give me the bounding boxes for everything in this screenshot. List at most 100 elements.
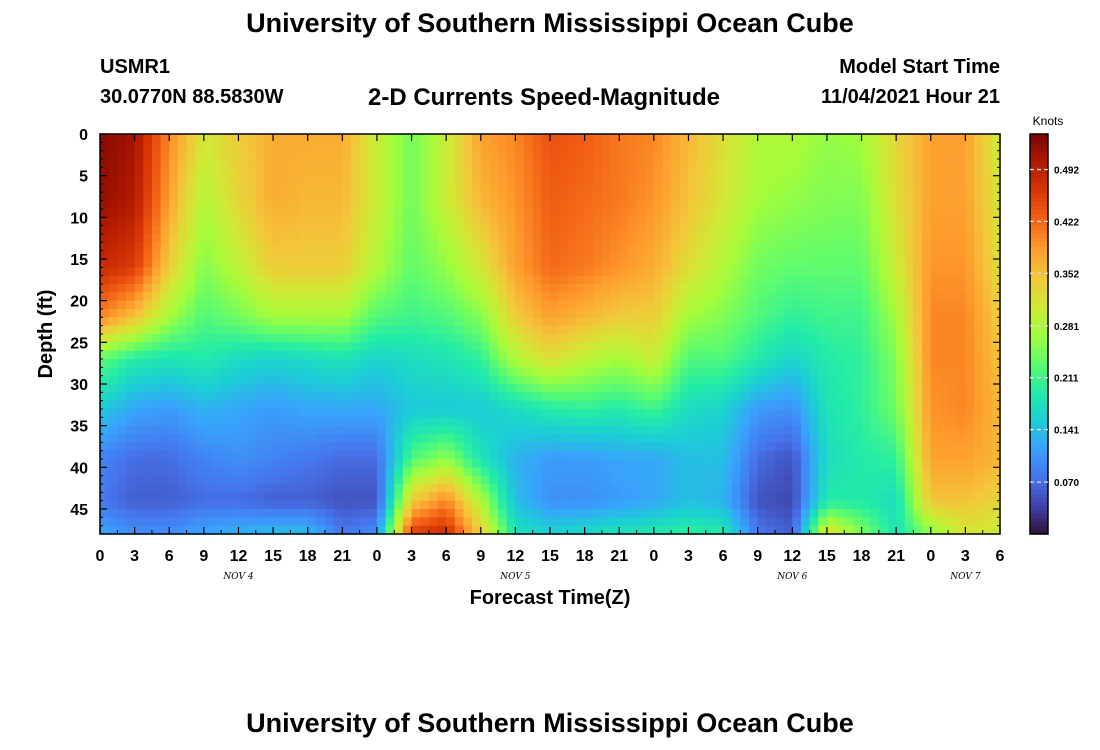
heatmap-cell — [273, 525, 283, 535]
heatmap-cell — [835, 267, 845, 277]
heatmap-cell — [264, 409, 274, 418]
heatmap-cell — [645, 425, 655, 435]
heatmap-cell — [671, 517, 681, 527]
heatmap-cell — [861, 492, 871, 502]
heatmap-cell — [679, 417, 690, 427]
heatmap-cell — [939, 275, 949, 285]
heatmap-cell — [281, 475, 291, 485]
heatmap-cell — [100, 300, 110, 310]
heatmap-cell — [913, 342, 923, 352]
heatmap-cell — [679, 434, 690, 443]
heatmap-cell — [922, 342, 932, 352]
heatmap-cell — [749, 142, 759, 152]
heatmap-cell — [333, 209, 343, 218]
heatmap-cell — [757, 525, 767, 535]
heatmap-cell — [775, 375, 785, 385]
heatmap-cell — [247, 400, 257, 410]
heatmap-cell — [108, 350, 118, 360]
heatmap-cell — [255, 292, 266, 302]
heatmap-cell — [697, 484, 707, 493]
heatmap-cell — [965, 225, 975, 235]
heatmap-cell — [956, 267, 966, 277]
heatmap-cell — [212, 517, 222, 527]
heatmap-cell — [333, 192, 343, 202]
heatmap-cell — [376, 242, 387, 252]
heatmap-cell — [186, 250, 196, 260]
heatmap-cell — [411, 175, 421, 185]
heatmap-cell — [489, 167, 499, 177]
heatmap-cell — [125, 317, 136, 327]
heatmap-cell — [186, 400, 196, 410]
heatmap-cell — [861, 317, 871, 327]
heatmap-cell — [956, 250, 966, 260]
heatmap-cell — [792, 142, 802, 152]
heatmap-cell — [593, 275, 603, 285]
heatmap-cell — [740, 342, 750, 352]
heatmap-cell — [290, 309, 300, 318]
heatmap-cell — [472, 259, 482, 268]
heatmap-cell — [601, 259, 612, 268]
heatmap-cell — [809, 509, 819, 518]
heatmap-cell — [117, 517, 127, 527]
heatmap-cell — [662, 492, 672, 502]
heatmap-cell — [454, 450, 465, 460]
heatmap-cell — [428, 159, 439, 168]
heatmap-cell — [489, 442, 499, 452]
heatmap-cell — [740, 417, 750, 427]
heatmap-cell — [896, 259, 906, 268]
heatmap-cell — [731, 359, 741, 368]
heatmap-cell — [740, 142, 750, 152]
heatmap-cell — [238, 350, 248, 360]
heatmap-cell — [169, 342, 179, 352]
heatmap-cell — [809, 267, 819, 277]
heatmap-cell — [636, 425, 646, 435]
heatmap-cell — [567, 450, 577, 460]
heatmap-cell — [826, 450, 837, 460]
heatmap-cell — [593, 284, 603, 293]
heatmap-cell — [870, 359, 880, 368]
heatmap-cell — [740, 309, 750, 318]
heatmap-cell — [394, 475, 404, 485]
heatmap-cell — [524, 242, 534, 252]
heatmap-cell — [783, 459, 793, 468]
heatmap-cell — [896, 242, 906, 252]
heatmap-cell — [100, 242, 110, 252]
heatmap-cell — [108, 267, 118, 277]
heatmap-cell — [939, 225, 949, 235]
heatmap-cell — [446, 475, 456, 485]
heatmap-cell — [567, 359, 577, 368]
heatmap-cell — [480, 450, 491, 460]
heatmap-cell — [740, 150, 750, 160]
heatmap-cell — [385, 217, 395, 227]
heatmap-cell — [394, 259, 404, 268]
heatmap-cell — [766, 509, 776, 518]
heatmap-cell — [852, 467, 863, 477]
heatmap-cell — [913, 242, 923, 252]
heatmap-cell — [177, 292, 188, 302]
heatmap-cell — [818, 450, 828, 460]
heatmap-cell — [350, 175, 361, 185]
heatmap-cell — [731, 300, 741, 310]
heatmap-cell — [428, 517, 439, 527]
heatmap-cell — [887, 325, 897, 335]
heatmap-cell — [221, 434, 231, 443]
heatmap-cell — [108, 484, 118, 493]
heatmap-cell — [506, 425, 516, 435]
heatmap-cell — [264, 317, 274, 327]
heatmap-cell — [610, 134, 620, 143]
heatmap-cell — [100, 467, 110, 477]
heatmap-cell — [775, 517, 785, 527]
heatmap-cell — [731, 450, 741, 460]
heatmap-cell — [290, 325, 300, 335]
heatmap-cell — [333, 350, 343, 360]
heatmap-cell — [550, 442, 560, 452]
heatmap-cell — [870, 467, 880, 477]
heatmap-cell — [723, 334, 733, 343]
heatmap-cell — [636, 184, 646, 193]
heatmap-cell — [454, 359, 465, 368]
heatmap-cell — [238, 192, 248, 202]
heatmap-cell — [861, 359, 871, 368]
heatmap-cell — [186, 409, 196, 418]
heatmap-cell — [515, 475, 525, 485]
heatmap-cell — [472, 525, 482, 535]
